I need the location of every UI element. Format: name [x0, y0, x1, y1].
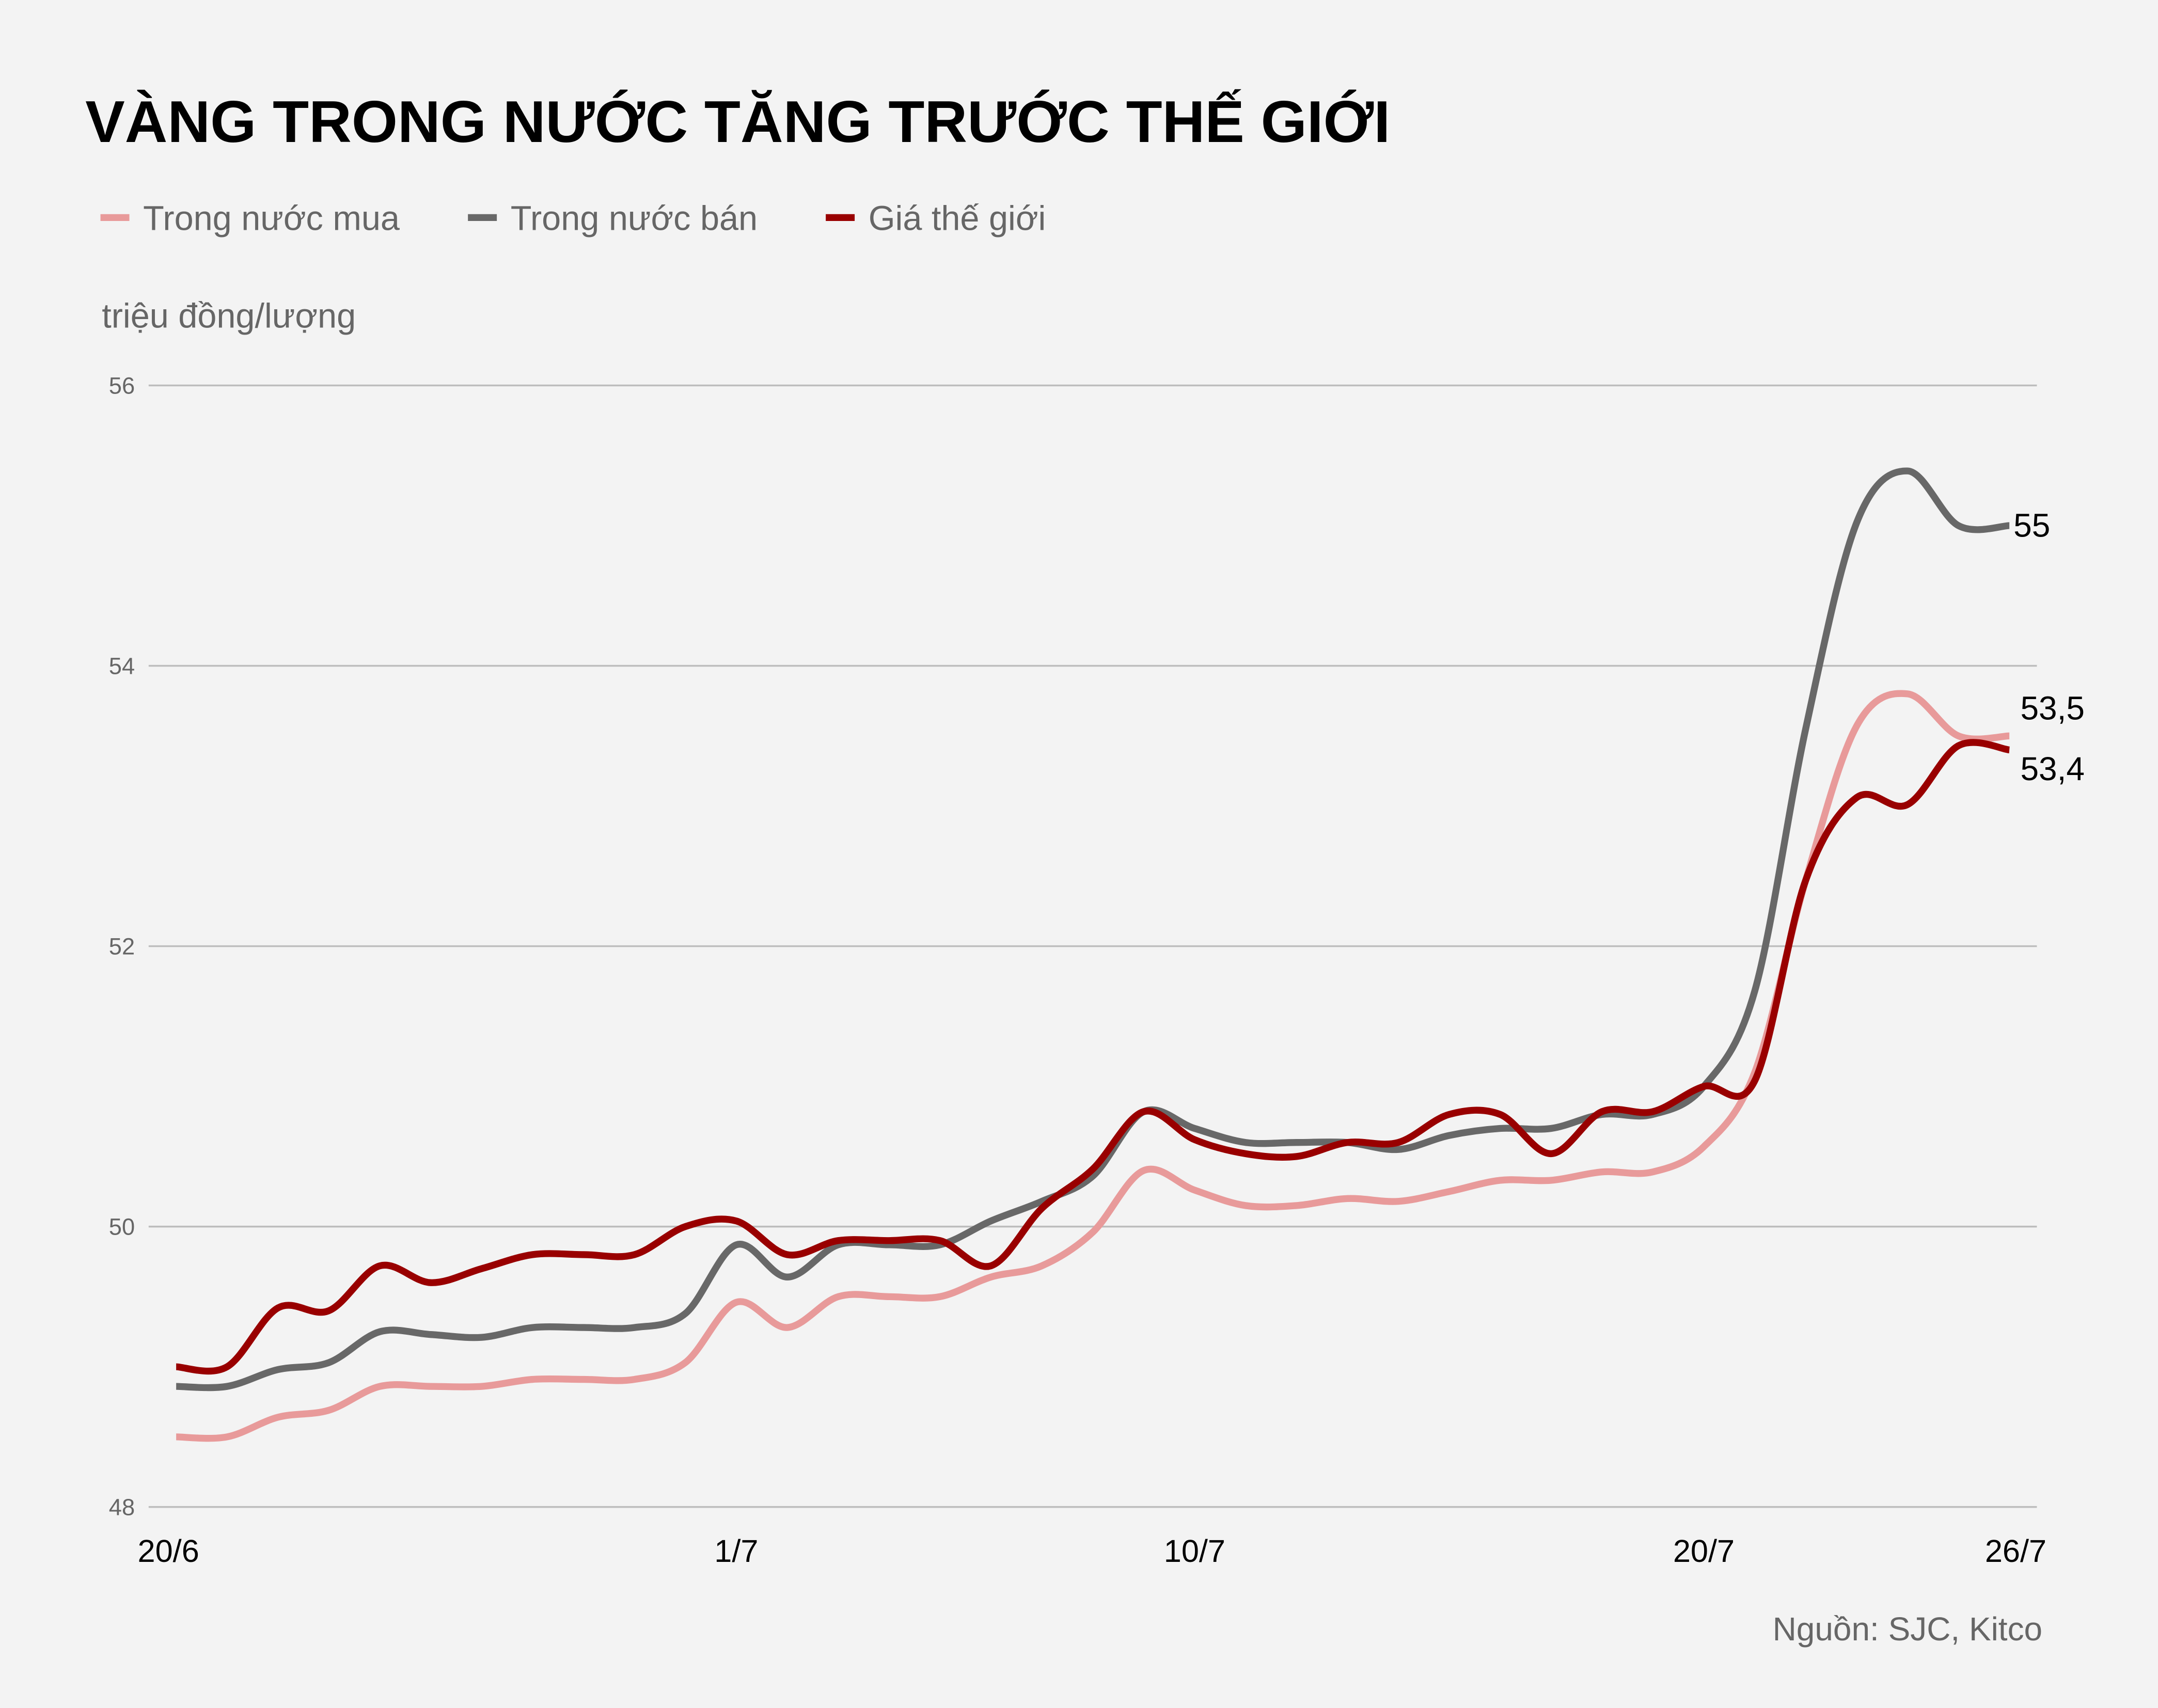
chart-title: VÀNG TRONG NƯỚC TĂNG TRƯỚC THẾ GIỚI	[85, 89, 1390, 155]
legend-item-trong-nuoc-ban: Trong nước bán	[468, 199, 758, 238]
legend-item-gia-the-gioi: Giá thế giới	[826, 199, 1046, 238]
y-axis-unit-label: triệu đồng/lượng	[102, 297, 356, 336]
end-value-label: 55	[2013, 507, 2050, 544]
x-tick-label: 1/7	[714, 1533, 758, 1569]
x-tick-label: 26/7	[1985, 1533, 2046, 1569]
source-note: Nguồn: SJC, Kitco	[1773, 1610, 2043, 1648]
legend-label: Giá thế giới	[869, 199, 1046, 238]
legend-label: Trong nước mua	[143, 199, 400, 238]
end-value-label: 53,4	[2020, 750, 2084, 787]
y-tick-label: 54	[109, 653, 135, 679]
legend: Trong nước mua Trong nước bán Giá thế gi…	[100, 199, 1046, 238]
end-value-label: 53,5	[2020, 689, 2084, 726]
series-lines	[176, 467, 2010, 1442]
end-labels: 53,5 55 53,4	[2013, 507, 2085, 787]
x-tick-label: 20/7	[1673, 1533, 1735, 1569]
x-tick-label: 20/6	[138, 1533, 199, 1569]
x-axis-ticks: 20/6 1/7 10/7 20/7 26/7	[138, 1533, 2047, 1569]
y-axis-ticks: 48 50 52 54 56	[109, 372, 135, 1520]
x-tick-label: 10/7	[1164, 1533, 1225, 1569]
series-line-2	[176, 739, 2010, 1375]
y-tick-label: 50	[109, 1214, 135, 1240]
legend-item-trong-nuoc-mua: Trong nước mua	[100, 199, 400, 238]
y-tick-label: 48	[109, 1494, 135, 1521]
gridlines	[148, 384, 2037, 1508]
y-tick-label: 52	[109, 934, 135, 960]
legend-label: Trong nước bán	[511, 199, 758, 238]
y-tick-label: 56	[109, 372, 135, 399]
